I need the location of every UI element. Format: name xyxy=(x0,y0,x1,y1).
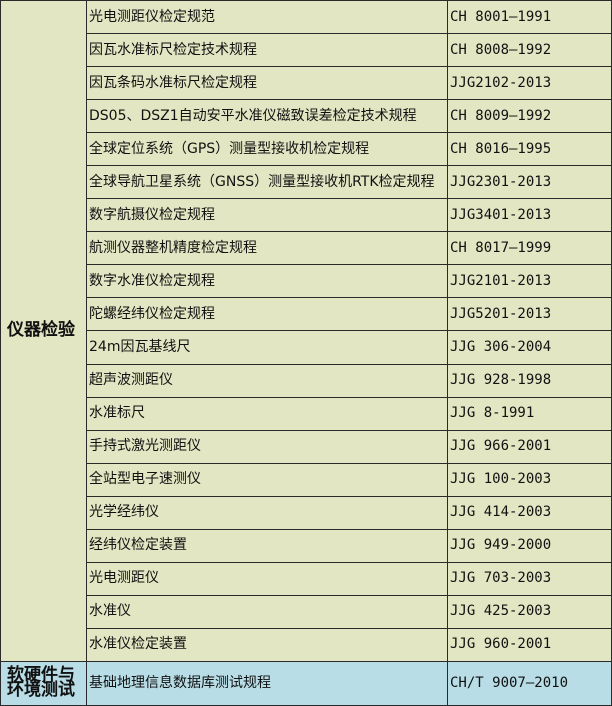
standard-name: 因瓦水准标尺检定技术规程 xyxy=(86,33,448,68)
standard-name: 全球定位系统（GPS）测量型接收机检定规程 xyxy=(86,132,448,167)
standard-name: 数字航摄仪检定规程 xyxy=(86,198,448,233)
standard-code: CH 8017—1999 xyxy=(447,231,612,266)
table-row: 因瓦水准标尺检定技术规程 CH 8008—1992 xyxy=(1,33,612,68)
table-row: 光学经纬仪 JJG 414-2003 xyxy=(1,495,612,530)
table-row: 陀螺经纬仪检定规程 JJG5201-2013 xyxy=(1,297,612,332)
standard-code: JJG3401-2013 xyxy=(447,198,612,233)
table-row: 软硬件与环境测试 基础地理信息数据库测试规程 CH/T 9007—2010 xyxy=(0,660,612,706)
table-row: 水准仪 JJG 425-2003 xyxy=(1,594,612,629)
standard-code: JJG 966-2001 xyxy=(447,429,612,464)
standard-name: 手持式激光测距仪 xyxy=(86,429,448,464)
table-row: 全球导航卫星系统（GNSS）测量型接收机RTK检定规程 JJG2301-2013 xyxy=(1,165,612,200)
standard-code: JJG 8-1991 xyxy=(447,396,612,431)
table-row: 仪器检验 光电测距仪检定规范 CH 8001—1991 xyxy=(0,0,612,662)
table-row: 24m因瓦基线尺 JJG 306-2004 xyxy=(1,330,612,365)
standard-name: 全站型电子速测仪 xyxy=(86,462,448,497)
table-row: 数字水准仪检定规程 JJG2101-2013 xyxy=(1,264,612,299)
standard-code: JJG 960-2001 xyxy=(447,627,612,662)
standard-name: 航测仪器整机精度检定规程 xyxy=(86,231,448,266)
table-row: 航测仪器整机精度检定规程 CH 8017—1999 xyxy=(1,231,612,266)
table-row: 因瓦条码水准标尺检定规程 JJG2102-2013 xyxy=(1,66,612,101)
category-cell: 软硬件与环境测试 xyxy=(0,660,87,706)
standard-code: CH 8008—1992 xyxy=(447,33,612,68)
standard-code: JJG 425-2003 xyxy=(447,594,612,629)
standard-code: JJG 306-2004 xyxy=(447,330,612,365)
standard-name: 超声波测距仪 xyxy=(86,363,448,398)
table-row: 水准标尺 JJG 8-1991 xyxy=(1,396,612,431)
standard-code: JJG2101-2013 xyxy=(447,264,612,299)
table-row: 经纬仪检定装置 JJG 949-2000 xyxy=(1,528,612,563)
standard-name: 数字水准仪检定规程 xyxy=(86,264,448,299)
category-cell: 仪器检验 xyxy=(0,0,87,662)
standard-name: 光学经纬仪 xyxy=(86,495,448,530)
standard-code: JJG2301-2013 xyxy=(447,165,612,200)
table-row: 全球定位系统（GPS）测量型接收机检定规程 CH 8016—1995 xyxy=(1,132,612,167)
standard-name: 全球导航卫星系统（GNSS）测量型接收机RTK检定规程 xyxy=(86,165,448,200)
standard-code: JJG 100-2003 xyxy=(447,462,612,497)
standard-code: JJG2102-2013 xyxy=(447,66,612,101)
standard-name: 光电测距仪检定规范 xyxy=(86,0,448,35)
standard-name: 因瓦条码水准标尺检定规程 xyxy=(86,66,448,101)
table-row: 数字航摄仪检定规程 JJG3401-2013 xyxy=(1,198,612,233)
standard-code: CH/T 9007—2010 xyxy=(447,660,612,706)
table-row: 手持式激光测距仪 JJG 966-2001 xyxy=(1,429,612,464)
standard-name: 光电测距仪 xyxy=(86,561,448,596)
standard-code: JJG 928-1998 xyxy=(447,363,612,398)
standard-name: 水准标尺 xyxy=(86,396,448,431)
standard-code: JJG 703-2003 xyxy=(447,561,612,596)
standard-code: CH 8016—1995 xyxy=(447,132,612,167)
standard-name: DS05、DSZ1自动安平水准仪磁致误差检定技术规程 xyxy=(86,99,448,134)
table-row: 光电测距仪 JJG 703-2003 xyxy=(1,561,612,596)
table-row: 全站型电子速测仪 JJG 100-2003 xyxy=(1,462,612,497)
standard-name: 24m因瓦基线尺 xyxy=(86,330,448,365)
standard-code: JJG 414-2003 xyxy=(447,495,612,530)
standard-name: 经纬仪检定装置 xyxy=(86,528,448,563)
standard-code: JJG 949-2000 xyxy=(447,528,612,563)
standard-name: 陀螺经纬仪检定规程 xyxy=(86,297,448,332)
table-row: 超声波测距仪 JJG 928-1998 xyxy=(1,363,612,398)
standard-name: 水准仪检定装置 xyxy=(86,627,448,662)
standard-code: CH 8001—1991 xyxy=(447,0,612,35)
standard-code: CH 8009—1992 xyxy=(447,99,612,134)
standard-code: JJG5201-2013 xyxy=(447,297,612,332)
standard-name: 水准仪 xyxy=(86,594,448,629)
standard-name: 基础地理信息数据库测试规程 xyxy=(86,660,448,706)
table-row: 水准仪检定装置 JJG 960-2001 xyxy=(1,627,612,662)
table-row: DS05、DSZ1自动安平水准仪磁致误差检定技术规程 CH 8009—1992 xyxy=(1,99,612,134)
